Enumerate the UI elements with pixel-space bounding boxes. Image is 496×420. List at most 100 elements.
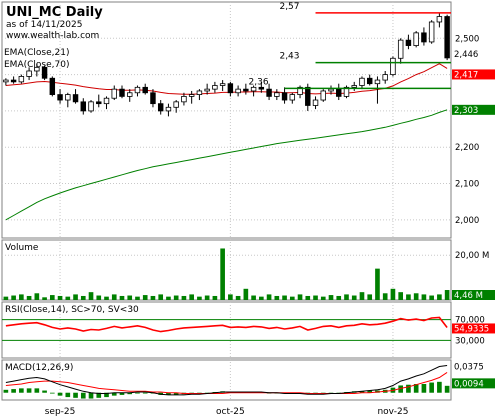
ema70-value-label-bg — [452, 104, 495, 115]
candle-body — [57, 94, 63, 101]
volume-bar — [251, 295, 256, 300]
macd-panel: MACD(12,26,9) 0,0375 0,0094 — [3, 361, 495, 399]
candle-body — [359, 77, 365, 86]
macd-histogram-bar — [135, 392, 140, 394]
candle-body — [250, 86, 257, 92]
macd-histogram-bar — [42, 390, 47, 393]
candle-body — [351, 85, 357, 88]
volume-bar — [96, 295, 102, 300]
candle-body — [3, 79, 9, 83]
candle-body — [281, 92, 288, 101]
candle-body — [103, 97, 110, 105]
ema70-value-label: 2,303 — [454, 106, 478, 116]
macd-histogram-bar — [359, 391, 365, 393]
volume-bar — [328, 295, 334, 300]
volume-bar — [181, 295, 187, 300]
volume-bar — [444, 290, 450, 300]
candle-body — [96, 101, 102, 105]
volume-panel — [1, 239, 452, 301]
ema70-legend: EMA(Close,70) — [4, 60, 69, 70]
candle-body — [41, 66, 48, 79]
macd-histogram-bar — [437, 381, 442, 393]
volume-bar — [111, 294, 117, 300]
candle-body — [219, 83, 226, 86]
volume-bar — [150, 295, 156, 300]
candle-body — [436, 16, 443, 23]
candle-body — [165, 106, 172, 112]
candle-body — [181, 96, 187, 103]
macd-histogram-bar — [429, 382, 434, 393]
macd-histogram-bar — [367, 390, 373, 393]
macd-histogram-bar — [11, 389, 16, 393]
volume-last-label: 4,46 M — [454, 291, 483, 301]
macd-histogram-bar — [96, 392, 102, 398]
macd-signal-last-label: 0,0094 — [454, 379, 484, 389]
macd-histogram-bar — [127, 392, 133, 395]
candle-body — [34, 66, 40, 72]
chart-title: UNI_MC Daily — [6, 5, 103, 20]
price-level-label: 2,57 — [279, 2, 299, 12]
macd-histogram-bar — [173, 392, 179, 395]
volume-bar — [398, 292, 404, 300]
volume-bar — [212, 295, 218, 300]
volume-bar — [104, 296, 109, 300]
macd-histogram-bar — [34, 388, 40, 393]
volume-bar — [266, 294, 272, 300]
volume-bar — [228, 294, 233, 300]
volume-bar — [429, 295, 434, 300]
volume-bar — [88, 292, 94, 300]
macd-histogram-bar — [111, 392, 117, 396]
last-price-label: 2,446 — [454, 50, 478, 60]
macd-histogram-bar — [65, 392, 71, 398]
candle-body — [134, 86, 141, 94]
price-level-label: 2,36 — [249, 77, 269, 87]
volume-bar — [173, 295, 179, 300]
ema21-legend: EMA(Close,21) — [4, 48, 69, 58]
rsi-panel: RSI(Close,14), SC>70, SV<30 70,000 30,000 5… — [2, 305, 495, 346]
macd-histogram-bar — [119, 392, 125, 395]
date-tick-label: nov-25 — [377, 407, 408, 417]
volume-bar — [204, 295, 210, 300]
volume-bar — [243, 288, 249, 300]
volume-bar — [49, 295, 55, 300]
volume-bar — [197, 296, 202, 300]
volume-bar — [65, 296, 71, 300]
volume-bar — [282, 295, 287, 300]
volume-bar — [220, 248, 225, 300]
macd-histogram-bar — [49, 392, 55, 394]
volume-bar — [382, 293, 388, 300]
candle-body — [49, 77, 56, 95]
macd-signal-last-label-bg — [452, 378, 495, 389]
candle-body — [119, 88, 125, 97]
macd-histogram-bar — [444, 385, 450, 393]
volume-bar — [135, 296, 140, 300]
candle-body — [188, 94, 195, 97]
candle-body — [336, 88, 342, 97]
macd-histogram-bar — [80, 392, 86, 399]
date-tick-label: oct-25 — [216, 407, 245, 417]
macd-last-label: 0,0375 — [454, 362, 484, 372]
candle-body — [328, 88, 334, 92]
candle-body — [421, 32, 427, 43]
volume-bar — [34, 293, 40, 300]
volume-bar — [119, 295, 125, 300]
candle-body — [305, 86, 311, 106]
volume-bar — [413, 293, 419, 300]
candle-body — [289, 94, 296, 101]
candle-body — [65, 94, 71, 101]
candles — [3, 12, 450, 117]
volume-bar — [42, 297, 47, 300]
macd-signal-line — [5, 371, 448, 394]
volume-bar — [274, 295, 280, 300]
candle-body — [88, 101, 94, 112]
candle-body — [243, 88, 249, 92]
rsi-title: RSI(Close,14), SC>70, SV<30 — [5, 305, 139, 315]
volume-bar — [19, 294, 24, 300]
candle-body — [10, 79, 17, 83]
candle-body — [127, 92, 133, 97]
volume-bar — [313, 295, 318, 300]
rsi-tick-label: 70,000 — [455, 316, 485, 326]
source-site: www.wealth-lab.com — [6, 31, 99, 41]
candle-body — [204, 88, 210, 92]
volume-bar — [375, 268, 380, 300]
